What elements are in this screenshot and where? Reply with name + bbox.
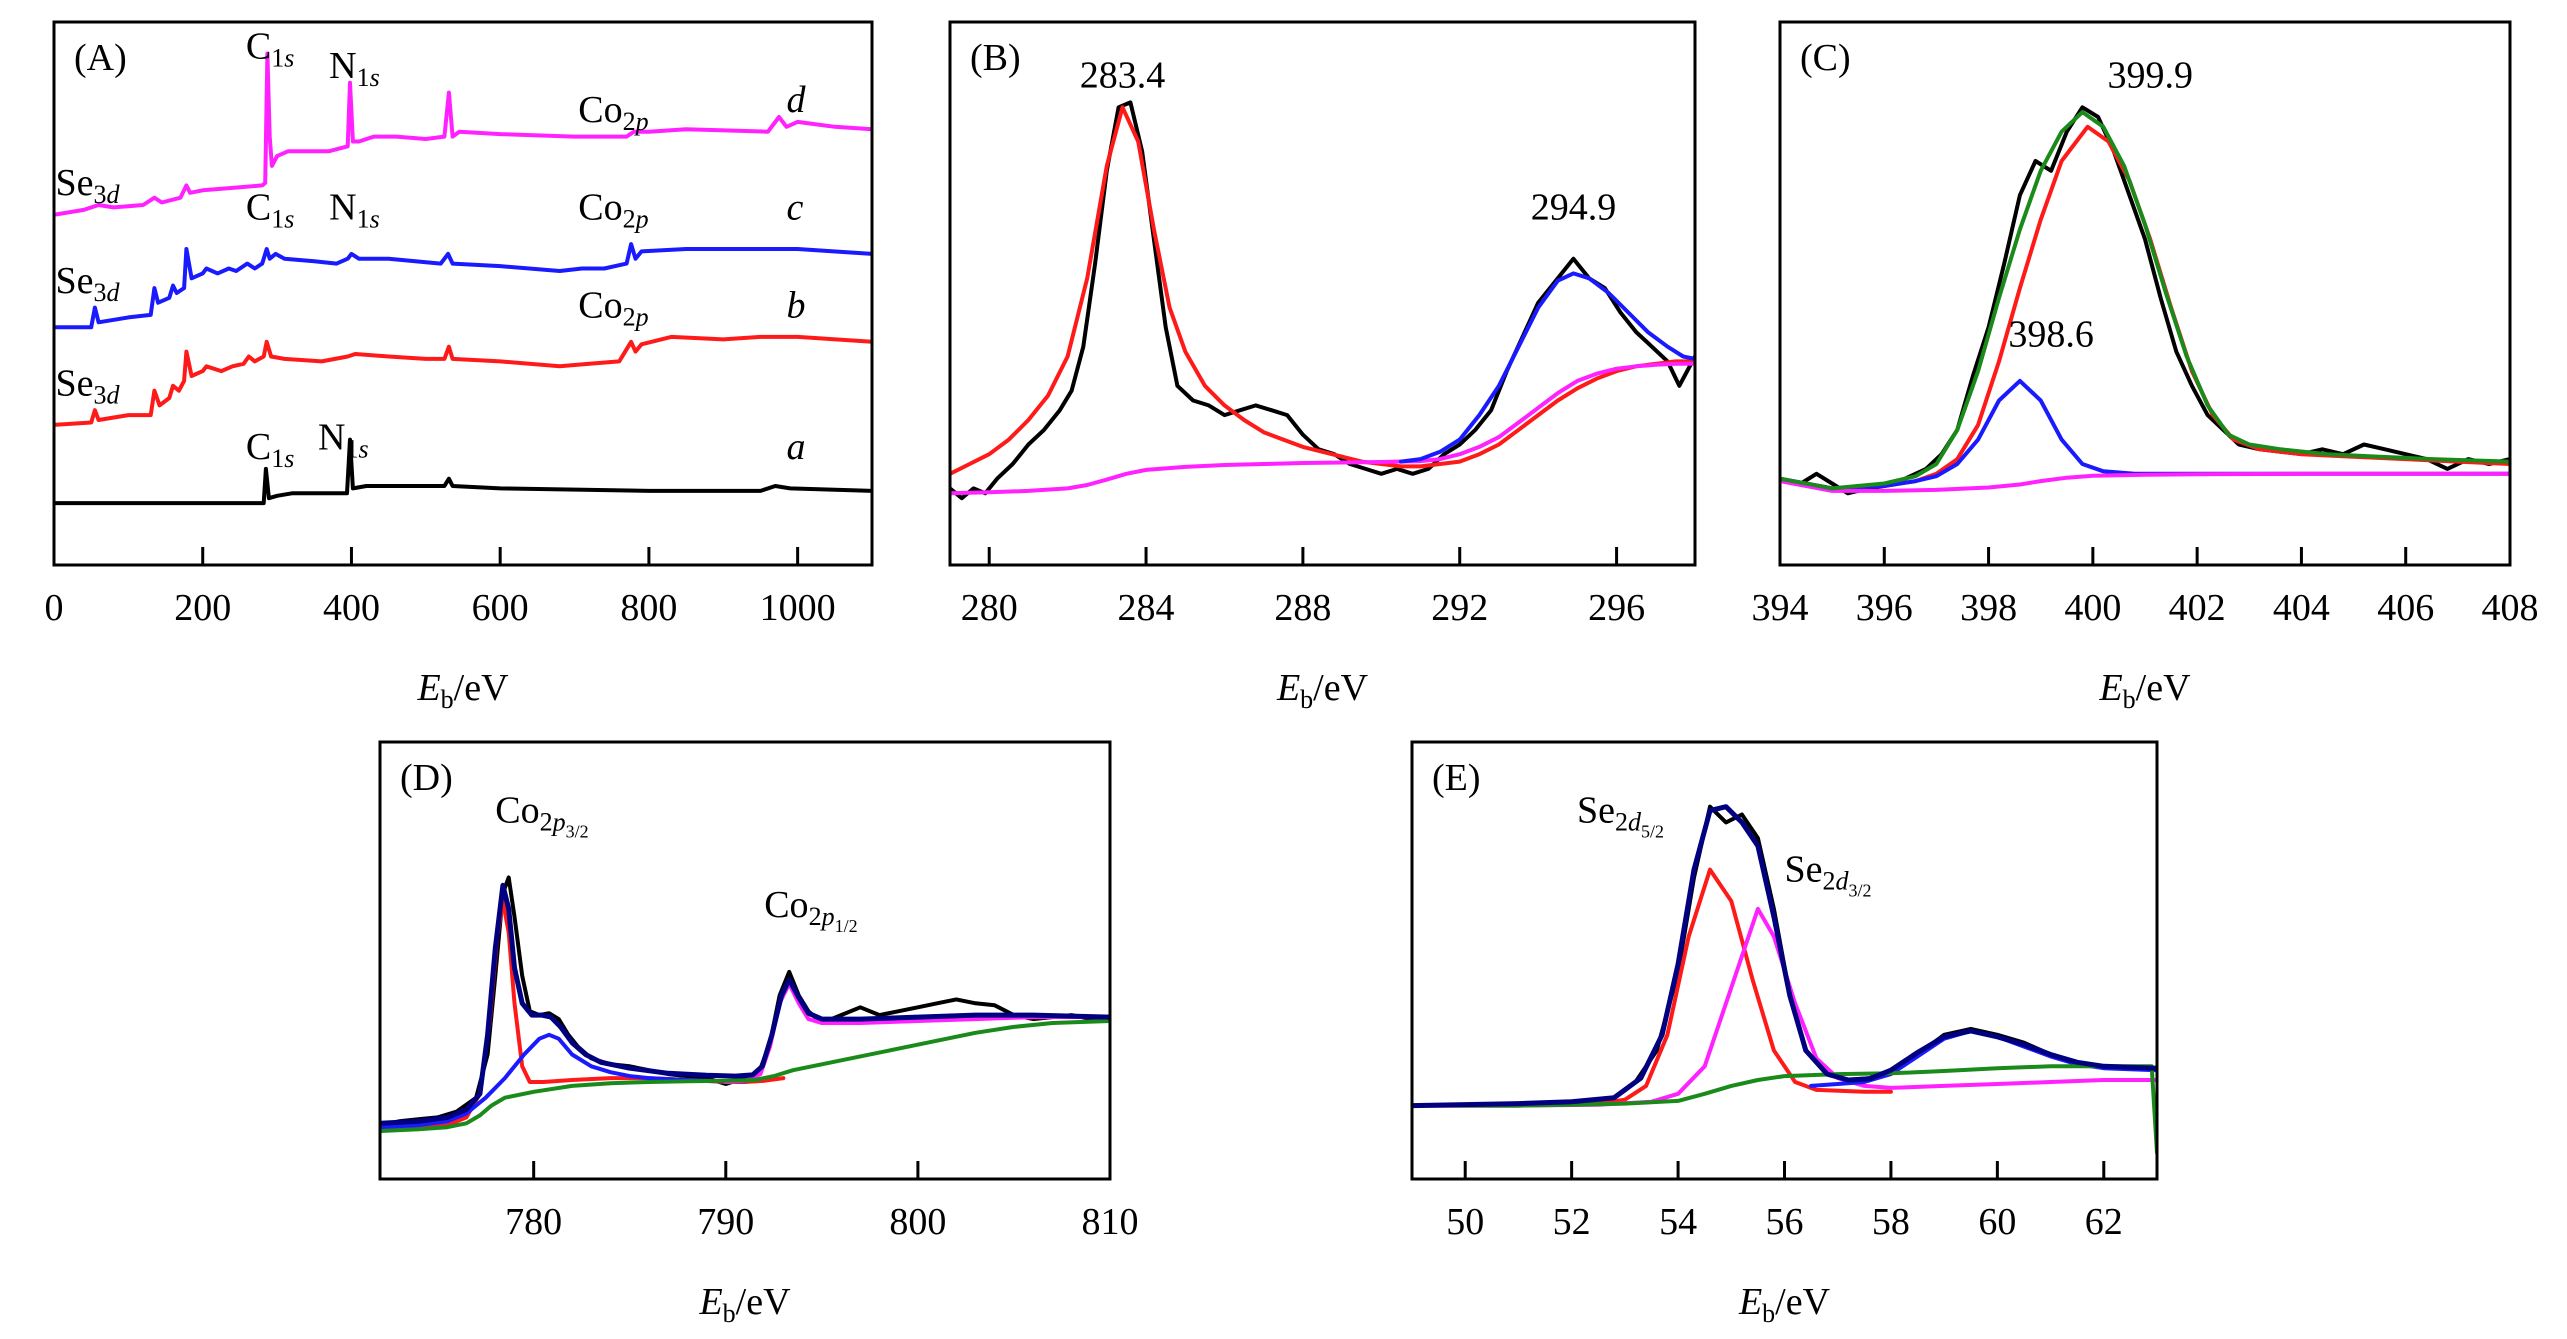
x-tick-label: 288 xyxy=(1274,587,1331,629)
x-tick-label: 56 xyxy=(1766,1201,1804,1243)
series-envelope xyxy=(1780,110,2510,491)
series-group xyxy=(950,100,1695,501)
x-tick-label: 284 xyxy=(1118,587,1175,629)
x-tick-label: 600 xyxy=(472,587,529,629)
x-axis-label: Eb/eV xyxy=(1738,1281,1831,1328)
x-tick-label: 394 xyxy=(1752,587,1809,629)
series-d xyxy=(54,51,872,217)
x-tick-label: 396 xyxy=(1856,587,1913,629)
annotation: Co2p xyxy=(578,187,648,234)
annotation: Co2p xyxy=(578,284,648,331)
panel-e: 50 52 54 56 58 60 62 Eb/eV (E) Se2d5/2 Se2d3/2 xyxy=(1410,740,2159,1328)
series-group xyxy=(380,875,1110,1134)
annotation: Se3d xyxy=(55,260,120,307)
x-tick-label: 58 xyxy=(1872,1201,1910,1243)
x-tick-label: 406 xyxy=(2377,587,2434,629)
series-envelope xyxy=(1412,804,2157,1109)
x-tick-label: 200 xyxy=(174,587,231,629)
series-peak-294.9 xyxy=(1398,271,1695,464)
annotation: 398.6 xyxy=(2008,314,2094,356)
series-group xyxy=(1412,804,2157,1155)
annotation: N1s xyxy=(329,187,380,234)
annotation: a xyxy=(786,426,805,468)
annotation: Se2d5/2 xyxy=(1577,789,1664,841)
annotation: 283.4 xyxy=(1080,55,1166,97)
annotation: C1s xyxy=(246,187,294,234)
series-peak-2d5/2 xyxy=(1412,867,1893,1108)
series-peak-2p3/2 xyxy=(380,899,786,1132)
annotation: Co2p1/2 xyxy=(764,884,857,936)
plot-frame xyxy=(378,740,1112,1181)
series-peak-2p1/2 xyxy=(723,981,1110,1084)
series-group xyxy=(54,51,872,506)
x-tick-label: 0 xyxy=(45,587,64,629)
panel-a: 0 200 400 600 800 1000 Eb/eV (A) C1s N1s Co2p d Se3d… xyxy=(45,20,874,714)
series-background xyxy=(1412,1064,2157,1155)
x-axis-label: Eb/eV xyxy=(1276,667,1369,714)
x-tick-label: 60 xyxy=(1978,1201,2016,1243)
x-tick-label: 398 xyxy=(1960,587,2017,629)
annotation: Se2d3/2 xyxy=(1785,848,1872,900)
x-tick-label: 402 xyxy=(2169,587,2226,629)
x-tick-label: 404 xyxy=(2273,587,2330,629)
annotation: c xyxy=(786,187,803,229)
series-a xyxy=(54,437,872,506)
panel-label: (D) xyxy=(400,757,453,799)
series-c xyxy=(54,242,872,330)
panel-label: (A) xyxy=(74,37,127,79)
plot-frame xyxy=(948,20,1697,567)
series-peak-satellite xyxy=(380,1032,747,1130)
x-tick-label: 296 xyxy=(1588,587,1645,629)
x-tick-label: 62 xyxy=(2085,1201,2123,1243)
x-tick-label: 780 xyxy=(505,1201,562,1243)
series-peak-283.4 xyxy=(950,105,1695,476)
x-tick-label: 800 xyxy=(889,1201,946,1243)
panel-c: 394 396 398 400 402 404 406 408 Eb/eV (C) 399.9 398… xyxy=(1752,20,2539,714)
x-tick-label: 800 xyxy=(620,587,677,629)
panel-b: 280 284 288 292 296 Eb/eV (B) 283.4 294.9 xyxy=(948,20,1697,714)
x-tick-label: 280 xyxy=(961,587,1018,629)
series-envelope xyxy=(380,882,1110,1126)
series-background xyxy=(1780,471,2510,493)
x-tick-label: 52 xyxy=(1553,1201,1591,1243)
panel-label: (E) xyxy=(1432,757,1481,799)
x-tick-label: 400 xyxy=(2064,587,2121,629)
annotation: 399.9 xyxy=(2107,55,2193,97)
annotation: Co2p3/2 xyxy=(495,789,588,841)
annotation: b xyxy=(786,284,805,326)
annotation: C1s xyxy=(246,25,294,72)
series-raw xyxy=(1780,105,2510,496)
panel-label: (C) xyxy=(1800,37,1851,79)
x-tick-label: 292 xyxy=(1431,587,1488,629)
plot-frame xyxy=(52,20,874,567)
x-tick-label: 810 xyxy=(1082,1201,1139,1243)
annotation: N1s xyxy=(329,45,380,92)
annotation: Co2p xyxy=(578,89,648,136)
series-raw xyxy=(950,100,1695,501)
panel-label: (B) xyxy=(970,37,1021,79)
annotation: C1s xyxy=(246,426,294,473)
x-axis-label: Eb/eV xyxy=(416,667,509,714)
series-background xyxy=(380,1019,1110,1134)
x-tick-label: 1000 xyxy=(760,587,836,629)
annotation: N1s xyxy=(318,416,369,463)
series-b xyxy=(54,334,872,427)
x-tick-label: 790 xyxy=(697,1201,754,1243)
x-tick-label: 54 xyxy=(1659,1201,1697,1243)
annotation: d xyxy=(786,79,806,121)
annotation: Se3d xyxy=(55,162,120,209)
x-tick-label: 400 xyxy=(323,587,380,629)
x-tick-label: 50 xyxy=(1446,1201,1484,1243)
x-axis-label: Eb/eV xyxy=(2098,667,2191,714)
series-peak-399.9 xyxy=(1780,124,2510,491)
series-group xyxy=(1780,105,2510,496)
annotation: 294.9 xyxy=(1531,187,1617,229)
x-tick-label: 408 xyxy=(2482,587,2539,629)
panel-d: 780 790 800 810 Eb/eV (D) Co2p3/2 Co2p1/2 xyxy=(378,740,1139,1328)
plot-frame xyxy=(1778,20,2512,567)
annotation: Se3d xyxy=(55,363,120,410)
x-axis-label: Eb/eV xyxy=(698,1281,791,1328)
